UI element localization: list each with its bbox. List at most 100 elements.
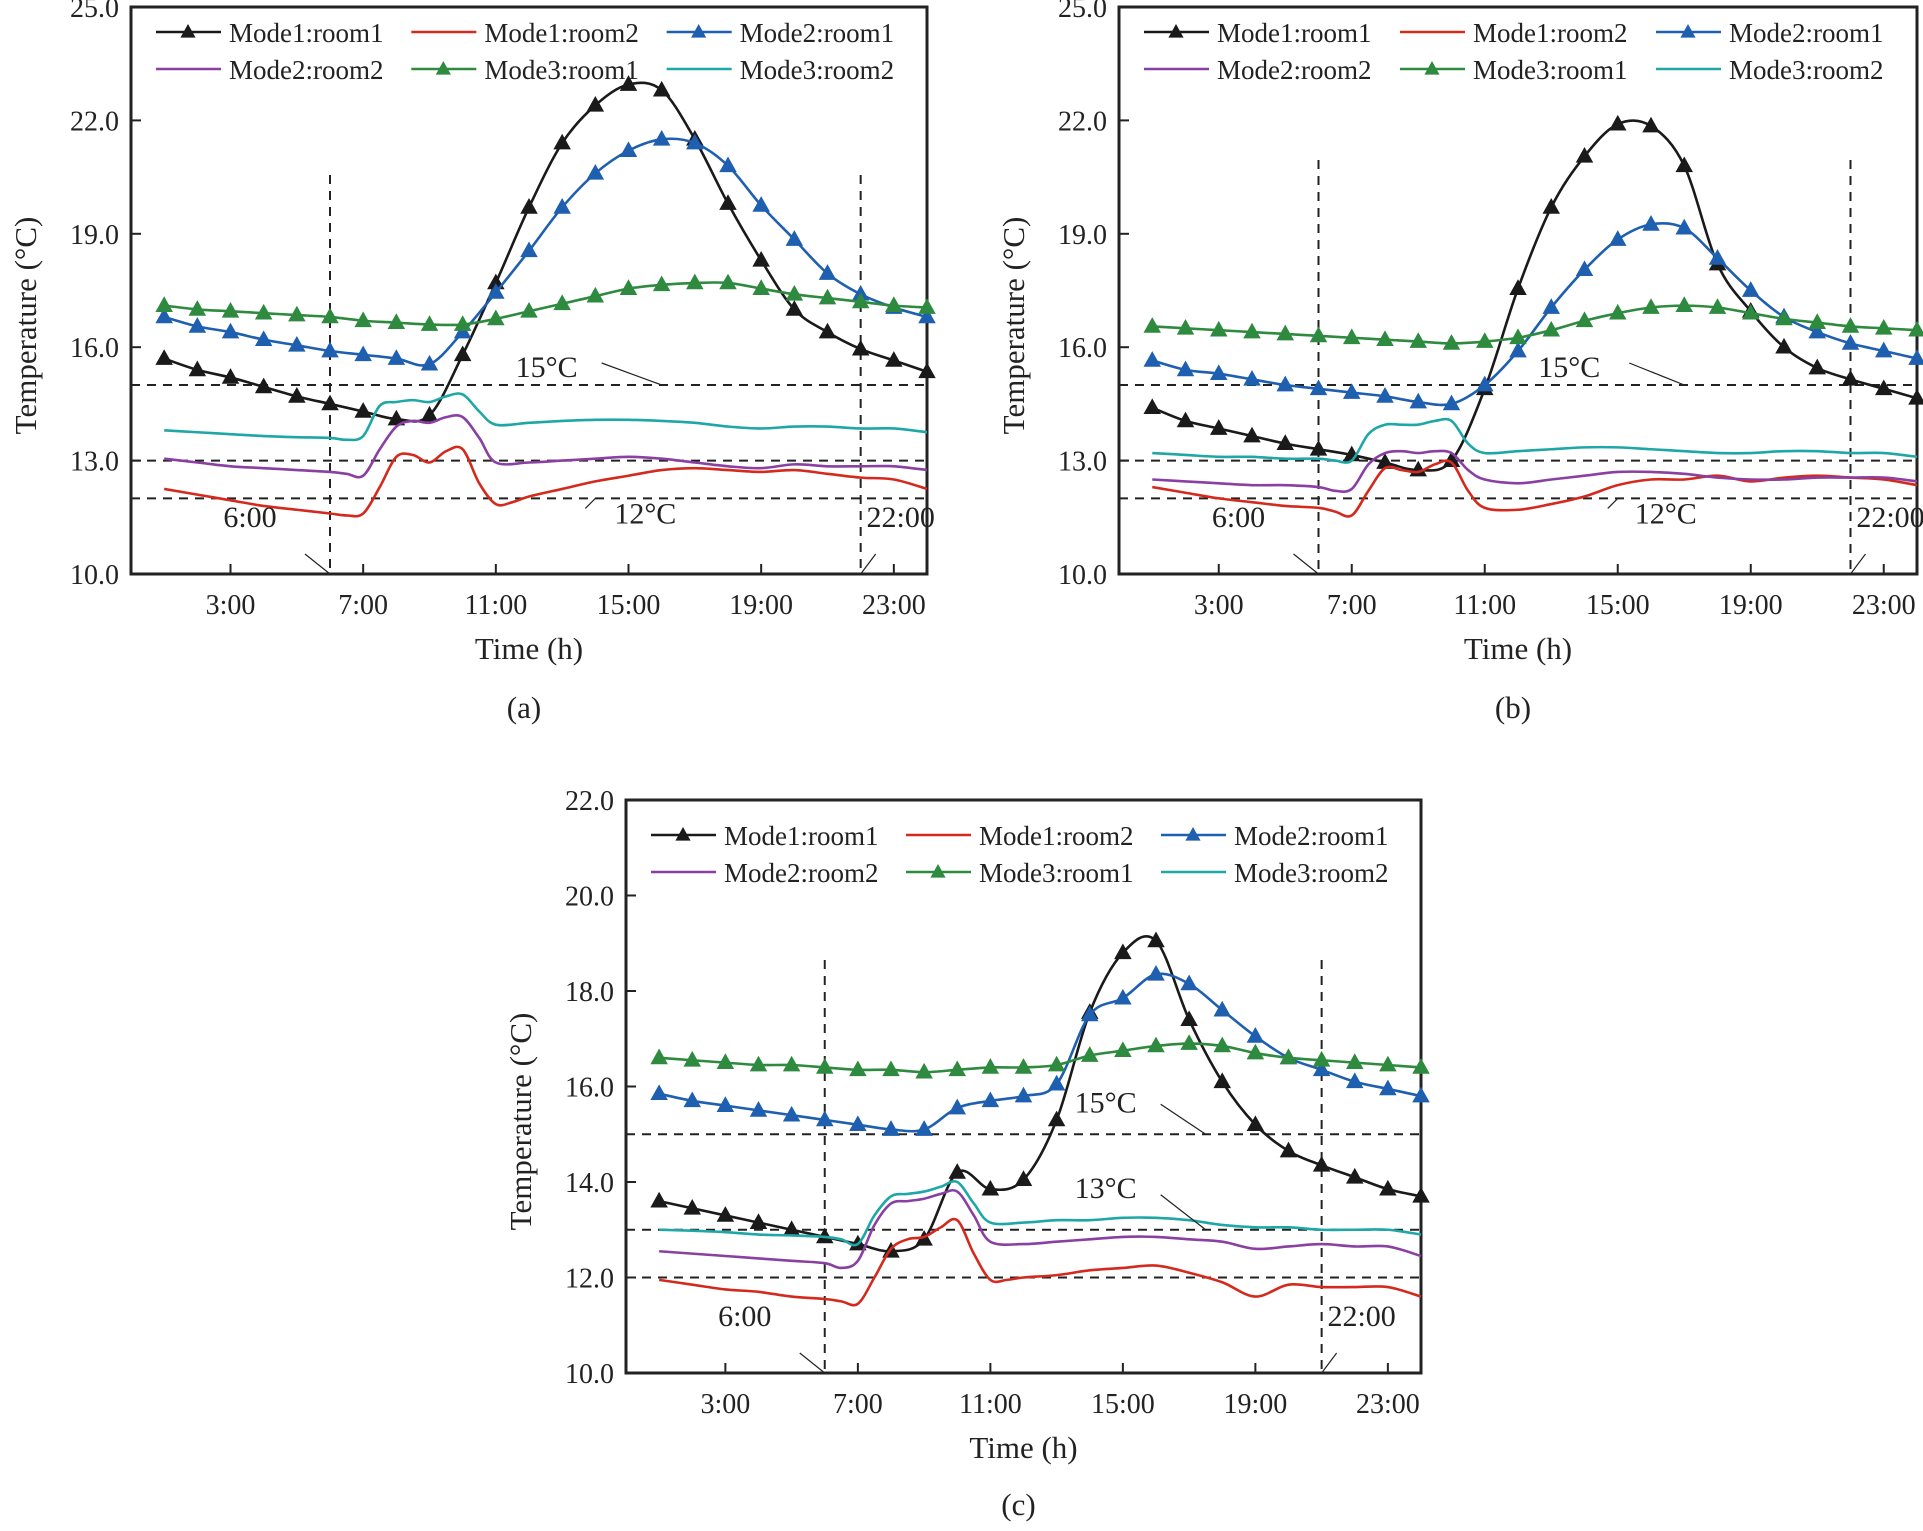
legend-label: Mode1:room2 — [484, 18, 639, 48]
annotation-leader — [1850, 553, 1866, 575]
data-point — [683, 1050, 702, 1067]
data-point — [520, 241, 538, 258]
data-point — [1409, 332, 1428, 348]
data-point — [1442, 394, 1461, 411]
data-point — [553, 133, 571, 150]
annotation-label: 12°C — [614, 497, 676, 530]
data-point — [354, 311, 372, 328]
data-point — [420, 315, 439, 331]
data-point — [1542, 198, 1561, 214]
data-point — [155, 296, 173, 312]
data-point — [586, 286, 605, 303]
data-point — [1246, 1115, 1265, 1132]
panel-caption: (c) — [1001, 1487, 1035, 1522]
data-point — [752, 279, 770, 295]
data-point — [1114, 1041, 1132, 1058]
data-point — [785, 284, 804, 301]
data-point — [981, 1058, 1000, 1074]
data-point — [1345, 1167, 1364, 1184]
data-point — [1608, 303, 1627, 320]
y-tick-label: 20.0 — [565, 882, 614, 913]
data-point — [1741, 281, 1760, 297]
data-point — [1243, 322, 1261, 339]
data-point — [288, 305, 306, 322]
data-point — [420, 405, 439, 422]
x-tick-label: 19:00 — [1719, 590, 1783, 621]
data-point — [1345, 1072, 1364, 1089]
data-point — [1642, 116, 1660, 133]
data-point — [1209, 320, 1228, 337]
chart-panel-2: 10.0 13.0 16.0 19.0 22.0 25.0 3:00 7:00 11:00 15:… — [996, 0, 1923, 725]
x-tick-label: 3:00 — [1194, 590, 1244, 621]
data-point — [453, 345, 472, 362]
data-point — [785, 300, 804, 316]
legend-label: Mode2:room2 — [229, 55, 384, 85]
y-axis-title: Temperature (°C) — [8, 217, 43, 435]
data-point — [1147, 931, 1165, 948]
data-point — [1775, 337, 1793, 354]
annotation-label: 13°C — [1075, 1172, 1137, 1205]
x-axis-title: Time (h) — [475, 631, 583, 666]
y-tick-label: 12.0 — [565, 1264, 614, 1295]
data-point — [1080, 1046, 1099, 1062]
x-axis-title: Time (h) — [1464, 631, 1572, 666]
series-line-mode2-room2 — [659, 1188, 1422, 1270]
data-point — [1475, 375, 1494, 392]
data-point — [948, 1163, 967, 1179]
data-point — [815, 1110, 834, 1127]
annotation-label: 15°C — [1538, 351, 1600, 384]
annotation-label: 6:00 — [718, 1300, 771, 1333]
series-line-mode1-room1 — [1151, 119, 1918, 472]
data-point — [1509, 341, 1527, 358]
data-point — [1279, 1048, 1298, 1065]
y-tick-label: 22.0 — [1058, 106, 1107, 137]
data-point — [1379, 1055, 1397, 1072]
data-point — [1412, 1086, 1430, 1103]
y-tick-label: 10.0 — [565, 1359, 614, 1390]
data-point — [918, 362, 936, 379]
plot-frame — [129, 5, 929, 576]
data-point — [851, 292, 870, 309]
annotation-leader — [1160, 1103, 1207, 1135]
legend-label: Mode3:room1 — [1473, 55, 1628, 85]
y-tick-label: 16.0 — [70, 333, 119, 364]
annotation-leader — [860, 553, 877, 575]
legend-label: Mode2:room1 — [1729, 18, 1884, 48]
x-tick-label: 7:00 — [833, 1389, 883, 1420]
data-point — [719, 194, 737, 210]
annotation-leader — [1607, 497, 1619, 509]
series-line-mode2-room1 — [658, 972, 1422, 1133]
annotation-leader — [1293, 553, 1319, 575]
data-point — [1014, 1170, 1033, 1186]
data-point — [487, 309, 505, 326]
data-point — [1575, 146, 1594, 163]
data-point — [619, 141, 638, 157]
annotation-label: 22:00 — [1327, 1300, 1395, 1333]
data-point — [1808, 322, 1827, 339]
data-point — [553, 198, 571, 214]
data-point — [619, 279, 638, 295]
x-tick-label: 23:00 — [1356, 1389, 1420, 1420]
y-tick-label: 10.0 — [70, 560, 119, 591]
series-line-mode3-room1 — [1152, 304, 1918, 345]
series-line-mode2-room2 — [164, 414, 928, 479]
data-point — [1014, 1086, 1033, 1103]
annotation-leader — [584, 497, 596, 509]
data-point — [683, 1198, 702, 1215]
data-point — [948, 1098, 967, 1115]
data-point — [1047, 1074, 1066, 1091]
y-tick-label: 18.0 — [565, 977, 614, 1008]
data-point — [1908, 349, 1923, 365]
data-point — [321, 341, 339, 358]
data-point — [1246, 1043, 1265, 1060]
series-line-mode3-room1 — [659, 1042, 1422, 1074]
data-point — [752, 196, 770, 212]
data-point — [752, 250, 770, 267]
data-point — [749, 1055, 768, 1072]
data-point — [1412, 1058, 1430, 1074]
data-point — [882, 1060, 900, 1077]
data-point — [1345, 1053, 1364, 1069]
data-point — [918, 298, 936, 314]
data-point — [1412, 1187, 1430, 1203]
